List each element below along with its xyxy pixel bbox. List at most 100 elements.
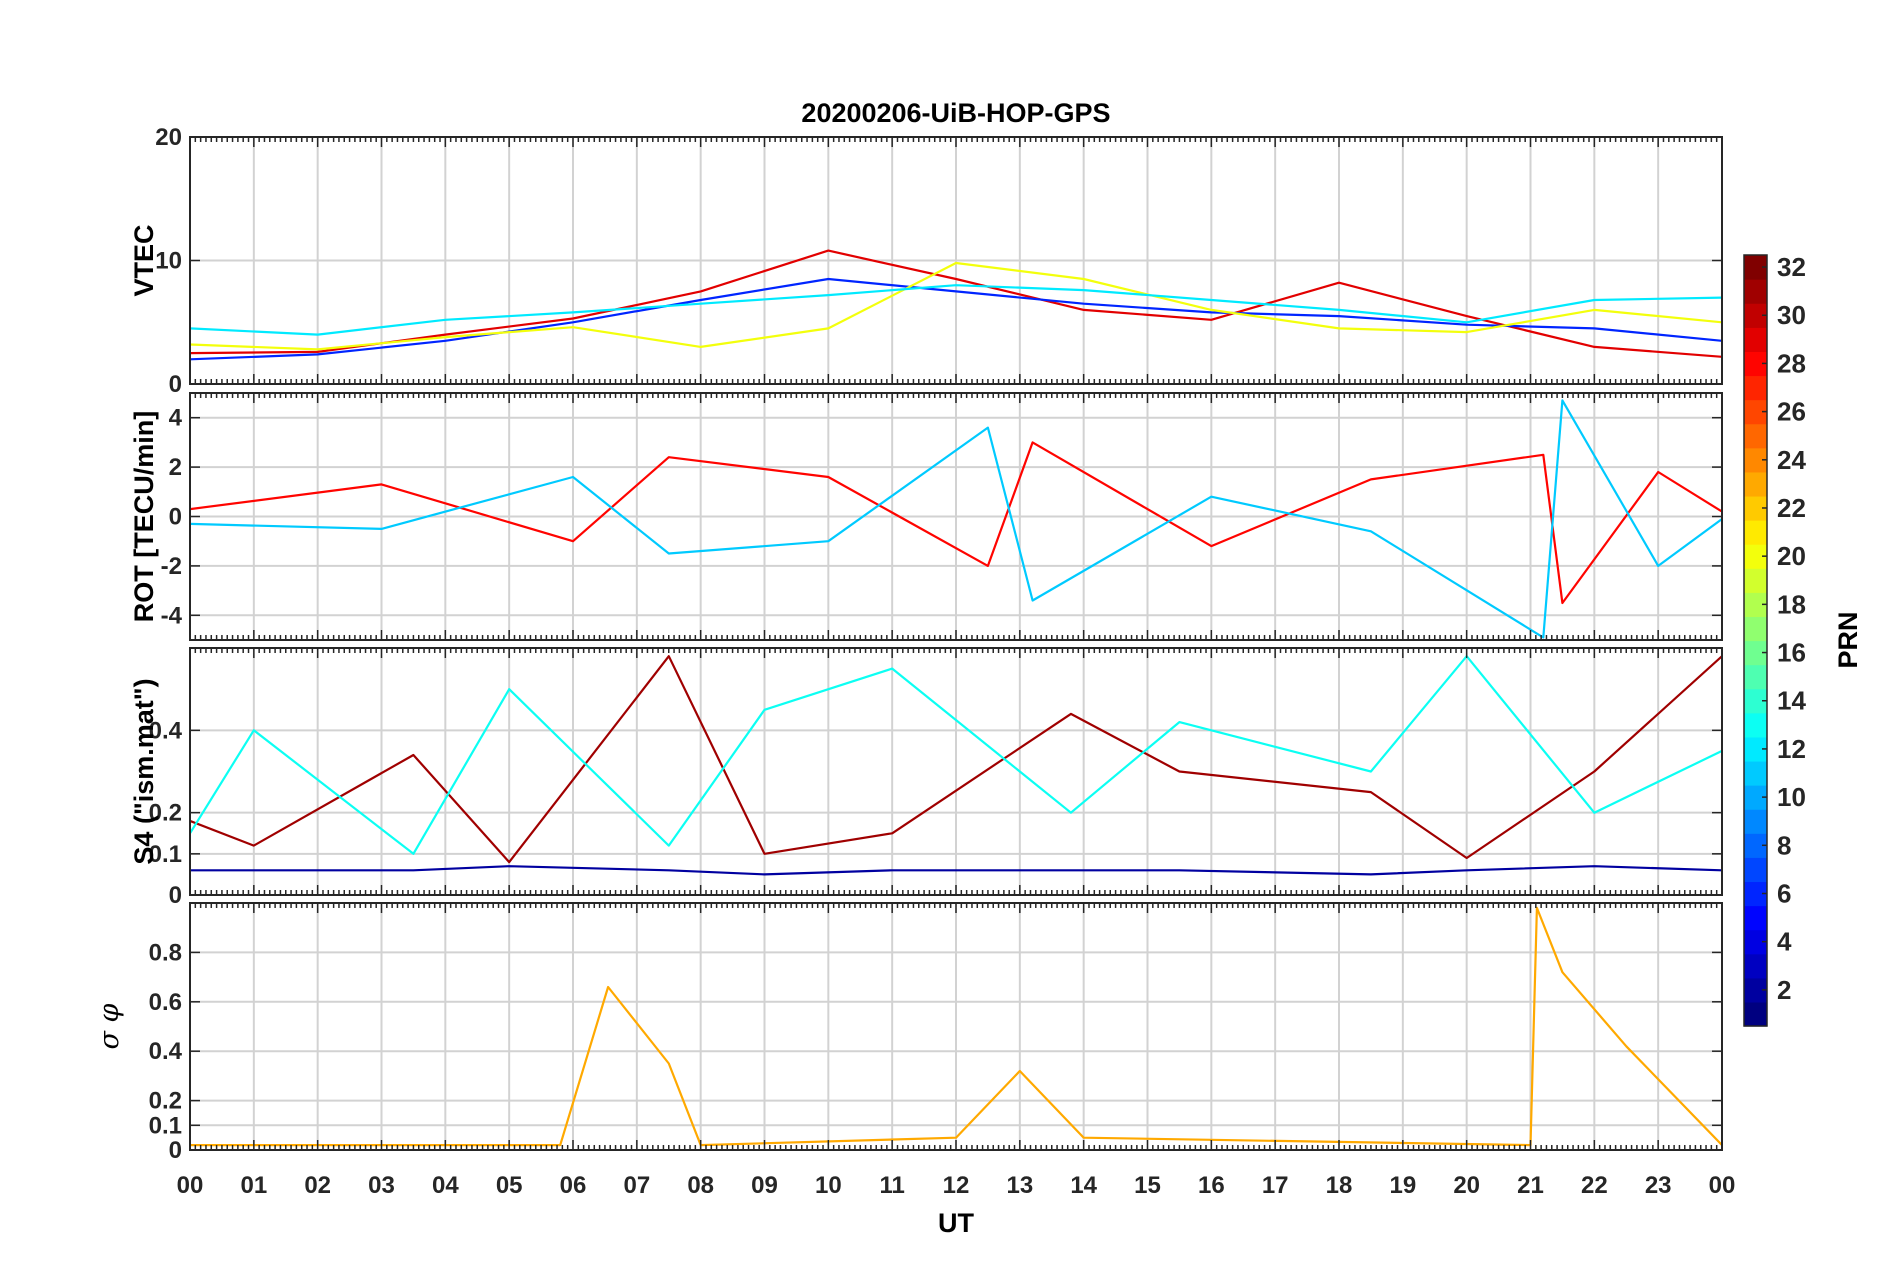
colorbar (1744, 255, 1767, 1027)
sigma-phi-grid (190, 903, 1722, 1150)
colorbar-tick-label: 32 (1777, 252, 1806, 282)
x-tick-label: 23 (1645, 1172, 1672, 1199)
colorbar-tick-label: 10 (1777, 782, 1806, 812)
colorbar-tick-label: 8 (1777, 830, 1791, 860)
prn-series-line (190, 865, 1722, 876)
colorbar-tick-label: 22 (1777, 493, 1806, 523)
colorbar-segment (1744, 471, 1767, 497)
colorbar-segment (1744, 423, 1767, 449)
x-tick-label: 18 (1326, 1172, 1353, 1199)
colorbar-segment (1744, 881, 1767, 907)
x-tick-label: 00 (1709, 1172, 1736, 1199)
rot-ylabel: ROT [TECU/min] (129, 411, 159, 622)
y-tick-label: -2 (161, 553, 182, 580)
colorbar-segment (1744, 809, 1767, 834)
colorbar-tick-label: 12 (1777, 734, 1806, 764)
x-tick-label: 16 (1198, 1172, 1225, 1199)
colorbar-tick-label: 30 (1777, 300, 1806, 330)
x-tick-label: 12 (943, 1172, 970, 1199)
y-tick-label: 0.6 (149, 989, 182, 1016)
colorbar-segment (1744, 303, 1767, 328)
s4-ticks: 0 0.1 0.2 0.4 (149, 648, 1723, 909)
s4-grid (190, 648, 1722, 895)
colorbar-segment (1744, 255, 1767, 280)
s4-ylabel: S4 ("ism.mat") (129, 678, 159, 864)
colorbar-segment (1744, 905, 1767, 931)
vtec-series (190, 249, 1722, 361)
vtec-grid (190, 137, 1722, 384)
colorbar-segment (1744, 953, 1767, 979)
colorbar-segment (1744, 520, 1767, 545)
y-tick-label: 0.1 (149, 841, 182, 868)
x-tick-label: 21 (1517, 1172, 1544, 1199)
colorbar-tick-label: 4 (1777, 927, 1792, 957)
x-tick-label: 04 (432, 1172, 459, 1199)
prn-series-line (190, 441, 1722, 605)
colorbar-segment (1744, 351, 1767, 377)
colorbar-segment (1744, 447, 1767, 473)
colorbar-frame (1743, 254, 1768, 1027)
colorbar-segment (1744, 688, 1767, 714)
colorbar-segment (1744, 375, 1767, 401)
x-tick-label: 19 (1389, 1172, 1416, 1199)
x-tick-label: 14 (1070, 1172, 1097, 1199)
colorbar-segment (1744, 712, 1767, 738)
colorbar-segment (1744, 495, 1767, 521)
vtec-panel: 0 10 20 VTEC (129, 124, 1723, 398)
y-tick-label: 0.4 (149, 1038, 183, 1065)
y-tick-label: 0.2 (149, 1088, 182, 1115)
x-tick-label: 10 (815, 1172, 842, 1199)
x-tick-label: 02 (304, 1172, 331, 1199)
colorbar-segment (1744, 929, 1767, 955)
colorbar-tick-label: 16 (1777, 638, 1806, 668)
y-tick-label: 20 (155, 124, 182, 151)
colorbar-segment (1744, 592, 1767, 617)
colorbar-label: PRN (1833, 611, 1863, 668)
colorbar-segment (1744, 279, 1767, 304)
x-tick-label: 20 (1453, 1172, 1480, 1199)
prn-series-line (190, 655, 1722, 864)
y-tick-label: -4 (161, 602, 183, 629)
colorbar-segment (1744, 544, 1767, 569)
x-tick-label: 05 (496, 1172, 523, 1199)
y-tick-label: 10 (155, 248, 182, 275)
colorbar-segment (1744, 399, 1767, 425)
sigma-phi-ylabel: σ φ (94, 1003, 125, 1049)
colorbar-tick-label: 2 (1777, 975, 1791, 1005)
colorbar-tick-label: 18 (1777, 589, 1806, 619)
prn-series-line (190, 261, 1722, 351)
x-tick-labels: 00 01 02 03 04 05 06 07 08 09 10 11 12 13 14 15 16 17 18 19… (177, 1172, 1736, 1199)
rot-ticks: -4 -2 0 2 4 (161, 393, 1723, 640)
colorbar-segment (1744, 327, 1767, 352)
rot-panel: -4 -2 0 2 4 ROT [TECU/min] (129, 392, 1723, 641)
x-tick-label: 11 (879, 1172, 904, 1199)
sigma-phi-panel: 00.10.2 0.4 0.6 0.8 σ φ (94, 902, 1723, 1164)
y-tick-label: 0 (169, 371, 182, 398)
prn-series-line (190, 249, 1722, 358)
colorbar-segment (1744, 1001, 1767, 1027)
x-tick-label: 13 (1006, 1172, 1033, 1199)
vtec-ticks: 0 10 20 (155, 124, 1723, 398)
x-tick-label: 00 (177, 1172, 204, 1199)
rot-grid (190, 393, 1722, 640)
colorbar-segment (1744, 833, 1767, 858)
rot-series (190, 399, 1722, 639)
colorbar-segment (1744, 568, 1767, 593)
colorbar-tick-label: 26 (1777, 397, 1806, 427)
x-tick-label: 01 (240, 1172, 267, 1199)
y-tick-label: 0 (169, 504, 182, 531)
s4-panel: 0 0.1 0.2 0.4 S4 ("ism.mat") (129, 647, 1723, 909)
prn-series-line (190, 399, 1722, 639)
colorbar-tick-label: 24 (1777, 445, 1806, 475)
sigma-phi-series (190, 906, 1722, 1147)
prn-series-line (190, 906, 1722, 1147)
x-axis-label: UT (938, 1208, 974, 1238)
x-tick-label: 22 (1581, 1172, 1608, 1199)
x-tick-label: 15 (1134, 1172, 1161, 1199)
x-tick-label: 08 (687, 1172, 714, 1199)
y-tick-label: 2 (169, 454, 182, 481)
colorbar-segment (1744, 736, 1767, 762)
colorbar-tick-label: 6 (1777, 878, 1791, 908)
